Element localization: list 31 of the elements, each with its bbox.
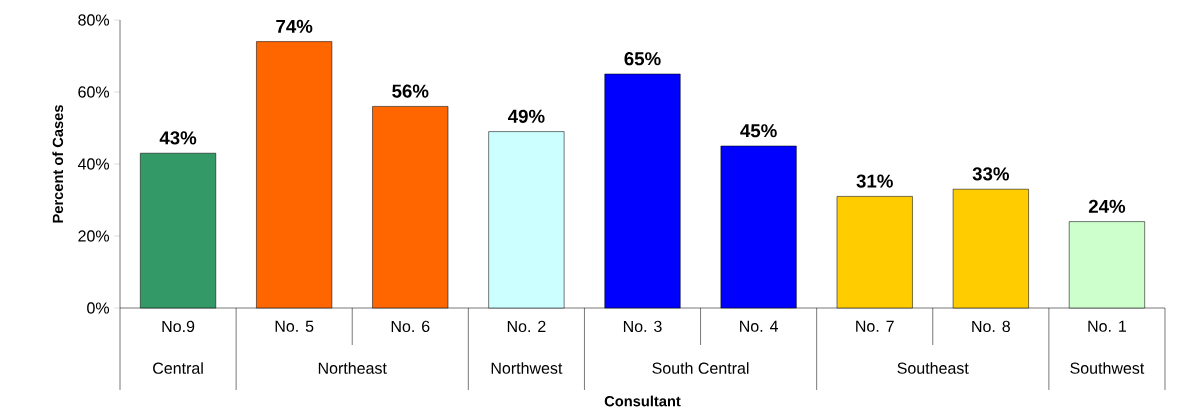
text: Central [153, 362, 203, 374]
y-tick-label: 0% [87, 302, 110, 314]
data-label: 31% [856, 174, 893, 188]
text: Southwest [1070, 362, 1145, 374]
y-axis-title: Percent of Cases [52, 105, 64, 223]
text: Northeast [318, 362, 387, 374]
x-tick-label: No. 6 [391, 320, 430, 333]
x-tick-label: No. 8 [972, 320, 1010, 333]
x-tick-label: No. 7 [856, 320, 894, 332]
y-tick-label: 60% [78, 86, 110, 98]
x-axis-title: Consultant [604, 395, 681, 407]
data-label: 74% [276, 19, 313, 33]
data-label: 43% [159, 131, 197, 145]
x-tick-label: No. 3 [623, 320, 662, 333]
text: Northwest [491, 362, 563, 374]
x-tick-label: No. 5 [275, 320, 314, 332]
y-tick-label: 80% [78, 14, 110, 26]
data-label: 45% [740, 124, 777, 138]
y-tick-label: 40% [77, 158, 110, 170]
x-tick-label: No. 1 [1088, 320, 1127, 332]
text: South Central [652, 362, 749, 374]
x-tick-label: No.9 [162, 320, 195, 333]
data-label: 49% [508, 109, 545, 123]
data-label: 65% [624, 52, 661, 66]
text: Southeast [897, 362, 969, 374]
data-label: 56% [392, 84, 429, 98]
x-tick-label: No. 4 [740, 320, 778, 332]
x-tick-label: No. 2 [507, 320, 546, 333]
data-label: 24% [1088, 199, 1126, 213]
y-tick-label: 20% [78, 230, 110, 242]
data-label: 33% [972, 167, 1010, 181]
